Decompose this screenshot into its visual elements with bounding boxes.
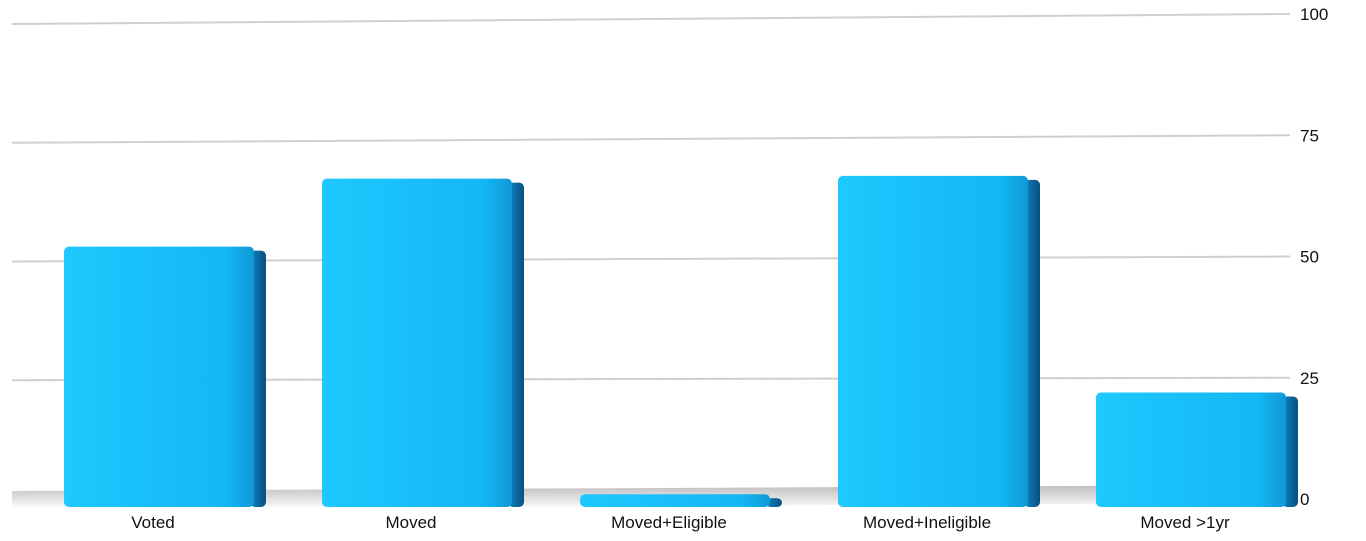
bar-front [322, 178, 512, 507]
x-tick-label: Moved [385, 513, 436, 532]
bar-voted [64, 246, 266, 507]
y-tick-label: 0 [1300, 490, 1309, 509]
bar-front [838, 175, 1028, 507]
bar-front [64, 246, 254, 507]
bars [64, 175, 1298, 507]
bar-moved-eligible [580, 494, 782, 507]
x-tick-label: Moved+Ineligible [863, 513, 991, 532]
bar-moved-ineligible [838, 175, 1040, 507]
x-tick-label: Moved+Eligible [611, 513, 727, 532]
y-tick-label: 75 [1300, 126, 1319, 145]
gridline [11, 13, 1291, 25]
bar-moved-1yr [1096, 392, 1298, 507]
y-tick-label: 25 [1300, 369, 1319, 388]
y-axis-ticks: 0 25 50 75 100 [1300, 5, 1328, 509]
y-tick-label: 100 [1300, 5, 1328, 24]
bar-moved [322, 178, 524, 507]
y-tick-label: 50 [1300, 248, 1319, 267]
bar-front [1096, 392, 1286, 507]
gridline [11, 134, 1291, 144]
x-axis-ticks: Voted Moved Moved+Eligible Moved+Ineligible… [131, 513, 1230, 532]
x-tick-label: Moved >1yr [1140, 513, 1230, 532]
bar-front [580, 494, 770, 507]
x-tick-label: Voted [131, 513, 175, 532]
